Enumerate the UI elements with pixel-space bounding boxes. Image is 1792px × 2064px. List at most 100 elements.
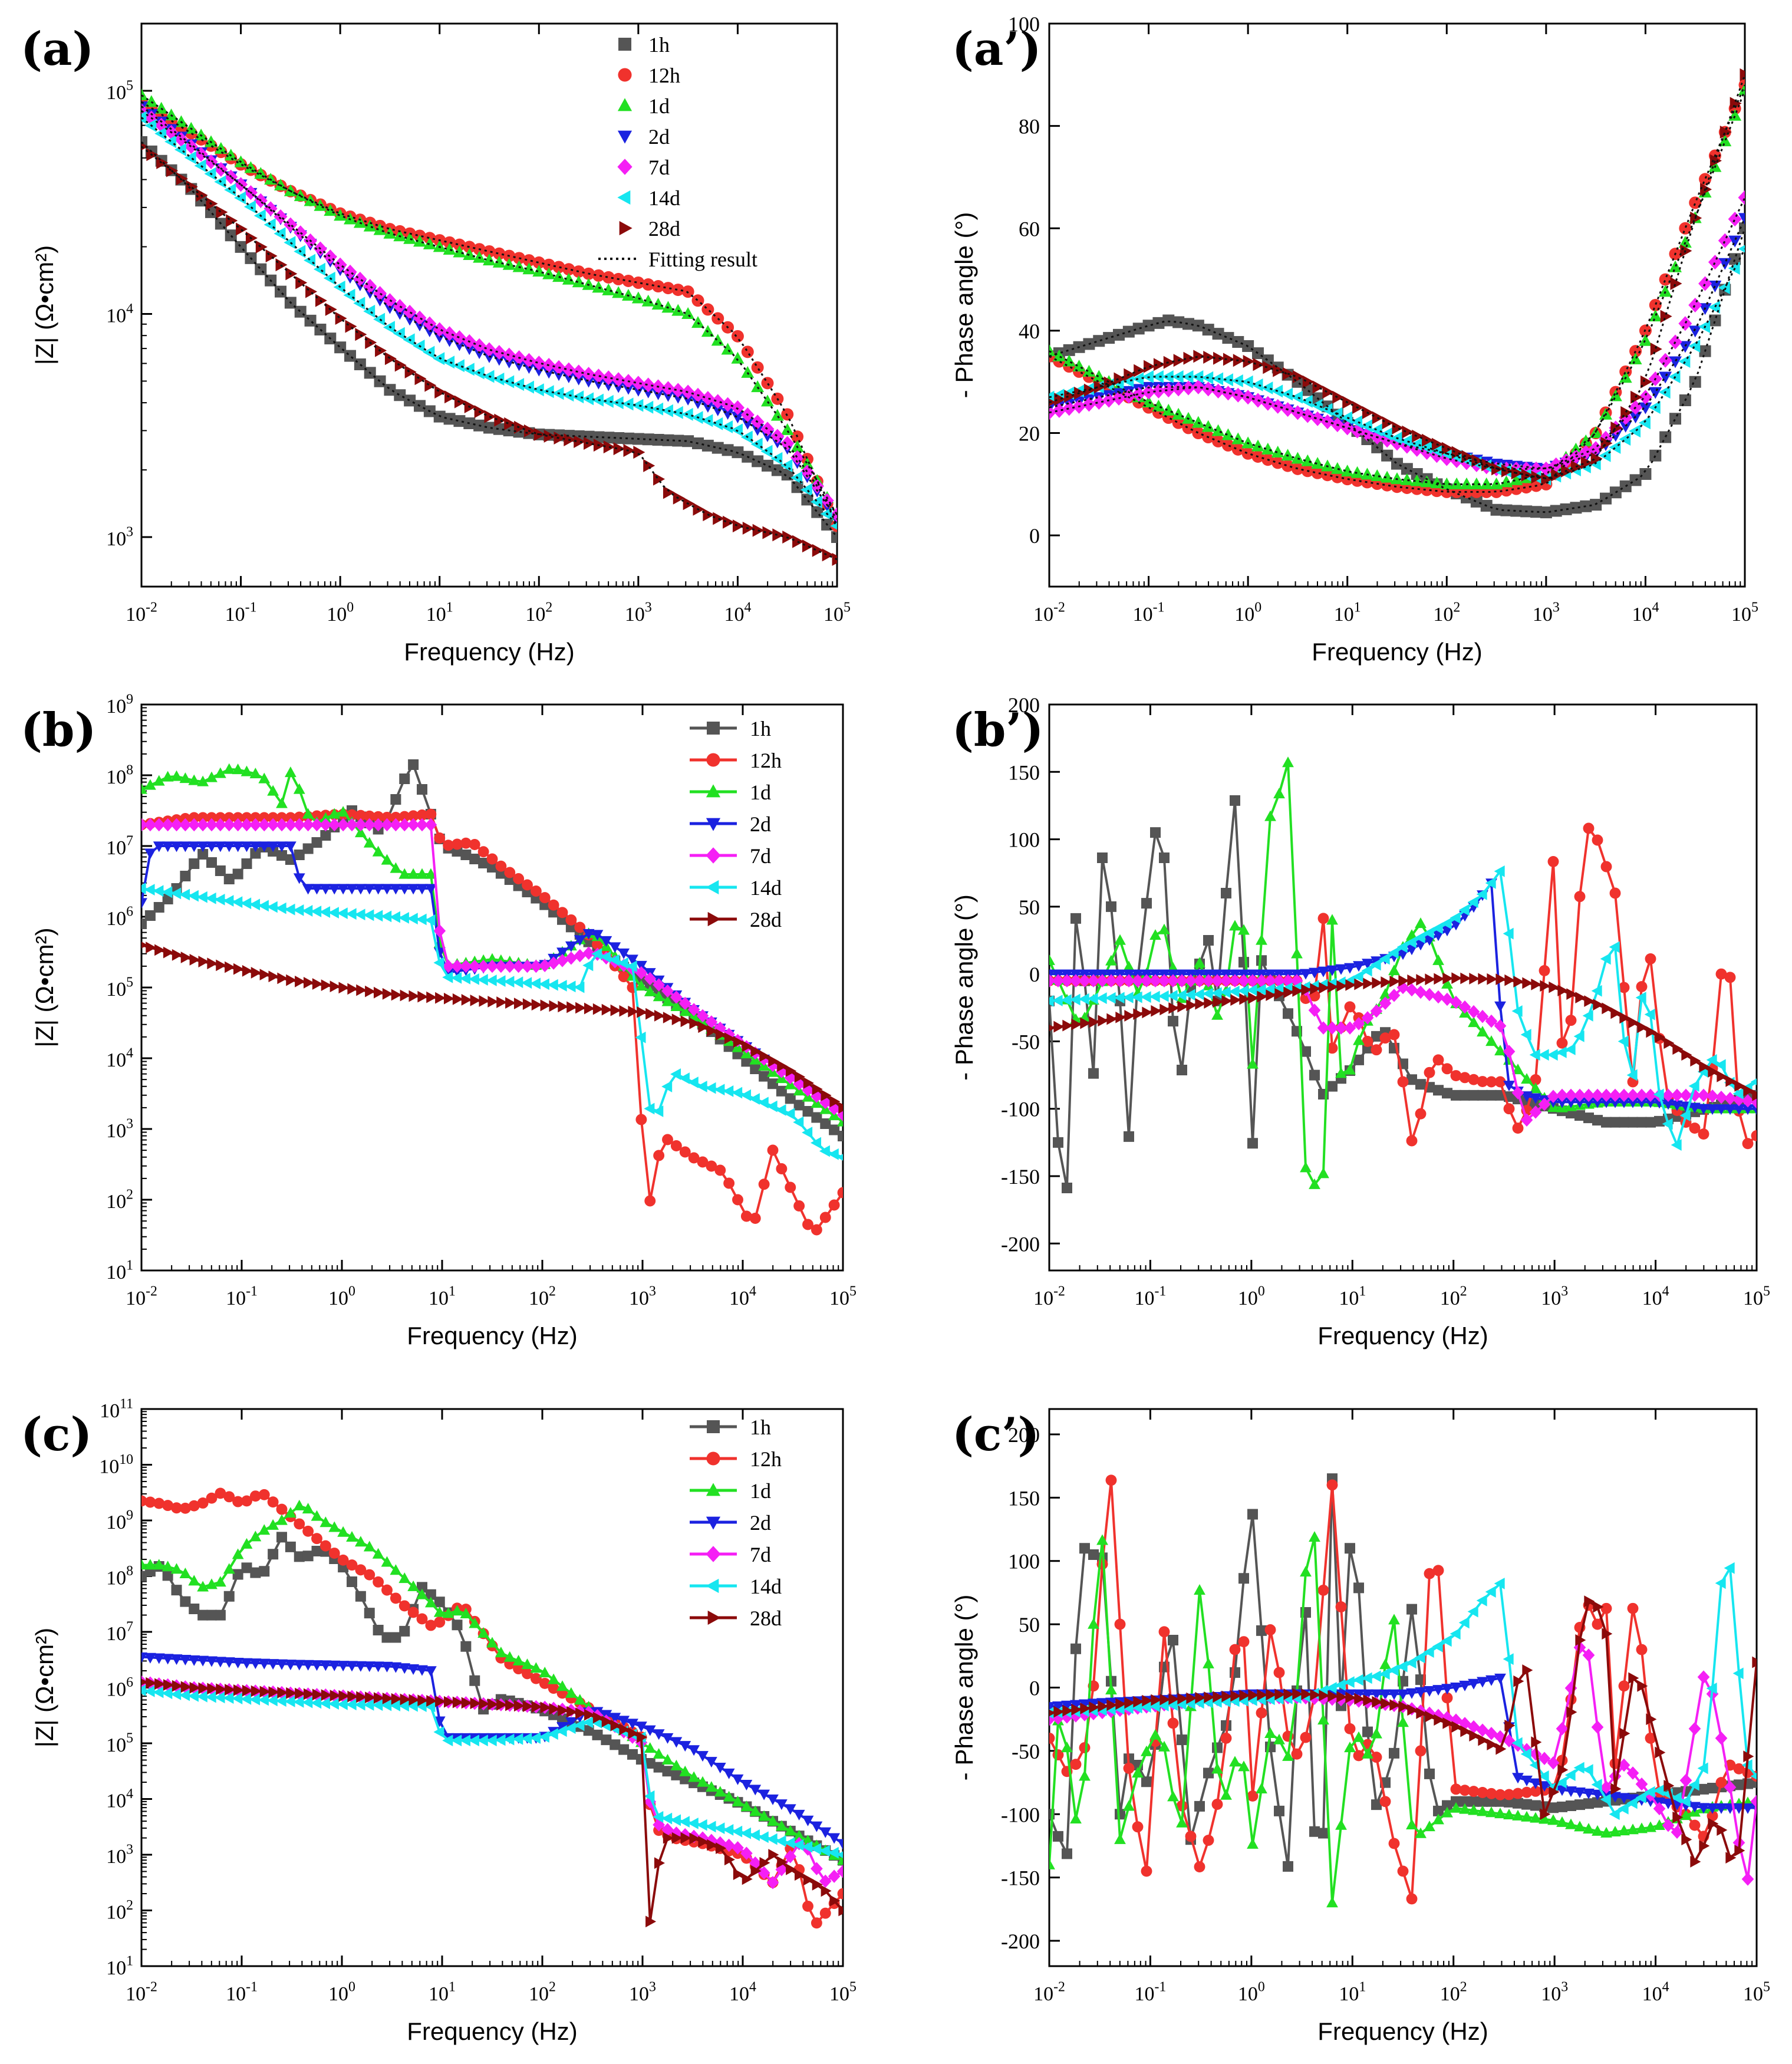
data-point bbox=[1062, 1019, 1073, 1032]
data-point bbox=[1271, 399, 1285, 414]
data-point bbox=[174, 143, 186, 156]
data-point bbox=[1212, 1742, 1223, 1753]
data-point bbox=[542, 367, 556, 379]
data-point bbox=[295, 1687, 306, 1700]
data-point bbox=[400, 1693, 411, 1706]
data-point bbox=[1565, 1818, 1577, 1829]
data-point bbox=[1184, 989, 1195, 1001]
data-point bbox=[144, 779, 156, 790]
fitting-curve bbox=[1049, 218, 1745, 470]
data-point bbox=[1751, 1130, 1757, 1141]
data-point bbox=[641, 400, 654, 414]
data-point bbox=[1071, 1018, 1082, 1031]
data-point bbox=[530, 1673, 542, 1684]
data-point bbox=[601, 394, 614, 408]
data-point bbox=[469, 854, 480, 864]
data-point bbox=[565, 1687, 577, 1698]
data-point bbox=[442, 971, 453, 983]
data-point bbox=[372, 818, 384, 832]
data-point bbox=[417, 784, 427, 795]
data-point bbox=[251, 1685, 262, 1697]
data-point bbox=[584, 1709, 595, 1721]
data-point bbox=[337, 884, 350, 895]
legend-item-14d: 14d bbox=[690, 876, 782, 900]
data-point bbox=[198, 1682, 209, 1694]
data-point bbox=[141, 111, 147, 124]
data-point bbox=[1238, 1573, 1249, 1584]
data-point bbox=[1221, 888, 1231, 898]
data-point bbox=[1609, 887, 1621, 899]
data-point bbox=[1653, 1785, 1664, 1796]
data-point bbox=[399, 773, 410, 784]
x-tick-label: 10-2 bbox=[126, 1284, 157, 1309]
data-point bbox=[1520, 1113, 1533, 1127]
data-point bbox=[1512, 1064, 1524, 1075]
data-point bbox=[697, 1751, 709, 1762]
data-point bbox=[1662, 1118, 1673, 1130]
data-point bbox=[1336, 1691, 1348, 1703]
data-point bbox=[1510, 473, 1523, 485]
plot-frame bbox=[140, 22, 838, 588]
data-point bbox=[1503, 1653, 1514, 1665]
data-point bbox=[1450, 995, 1462, 1009]
legend-marker bbox=[706, 847, 721, 864]
data-point bbox=[663, 1832, 674, 1844]
data-point bbox=[275, 818, 288, 832]
data-point bbox=[1742, 1104, 1754, 1115]
data-point bbox=[363, 818, 376, 832]
data-point bbox=[1310, 983, 1321, 995]
legend-marker bbox=[707, 1420, 720, 1433]
data-point bbox=[1469, 973, 1480, 985]
y-tick-label: -150 bbox=[1001, 1165, 1040, 1189]
data-point bbox=[452, 330, 466, 345]
data-point bbox=[1557, 1764, 1569, 1776]
series-1d bbox=[141, 1499, 843, 1865]
data-point bbox=[364, 1569, 375, 1581]
data-point bbox=[206, 1609, 217, 1621]
data-point bbox=[241, 818, 253, 832]
data-point bbox=[784, 1837, 795, 1849]
data-point bbox=[265, 249, 278, 263]
data-point bbox=[205, 1691, 216, 1703]
data-point bbox=[784, 1108, 795, 1120]
data-point bbox=[802, 1127, 813, 1138]
data-point bbox=[424, 378, 437, 392]
data-point bbox=[644, 1758, 655, 1769]
data-point bbox=[1232, 336, 1244, 348]
data-point bbox=[680, 1015, 691, 1028]
data-point bbox=[653, 472, 666, 486]
data-point bbox=[372, 910, 383, 922]
data-point bbox=[1451, 1721, 1462, 1733]
data-point bbox=[696, 1831, 709, 1845]
data-point bbox=[170, 1688, 182, 1700]
data-point bbox=[1659, 431, 1672, 443]
data-point bbox=[681, 393, 695, 406]
data-point bbox=[1690, 1855, 1701, 1868]
legend-marker bbox=[706, 818, 721, 831]
data-point bbox=[486, 953, 498, 964]
data-point bbox=[1261, 381, 1273, 395]
x-tick-label: 103 bbox=[629, 1980, 656, 2005]
data-point bbox=[663, 1012, 674, 1023]
x-tick-label: 105 bbox=[823, 600, 851, 626]
data-point bbox=[477, 959, 490, 973]
data-point bbox=[403, 304, 417, 320]
data-point bbox=[188, 1575, 200, 1586]
data-point bbox=[232, 1496, 244, 1507]
data-point bbox=[1521, 1799, 1532, 1810]
data-point bbox=[1344, 963, 1356, 974]
data-point bbox=[452, 1696, 463, 1709]
data-point bbox=[1317, 966, 1329, 977]
x-axis-title: Frequency (Hz) bbox=[1317, 2017, 1488, 2045]
data-point bbox=[1098, 1015, 1109, 1027]
data-point bbox=[653, 1762, 664, 1773]
data-point bbox=[691, 294, 704, 307]
data-point bbox=[1636, 1117, 1647, 1128]
data-point bbox=[1175, 989, 1187, 1002]
data-point bbox=[319, 1516, 332, 1528]
data-point bbox=[216, 205, 228, 219]
data-point bbox=[258, 818, 271, 832]
data-point bbox=[345, 320, 357, 333]
x-tick-label: 102 bbox=[1440, 1284, 1467, 1309]
data-point bbox=[574, 935, 586, 946]
